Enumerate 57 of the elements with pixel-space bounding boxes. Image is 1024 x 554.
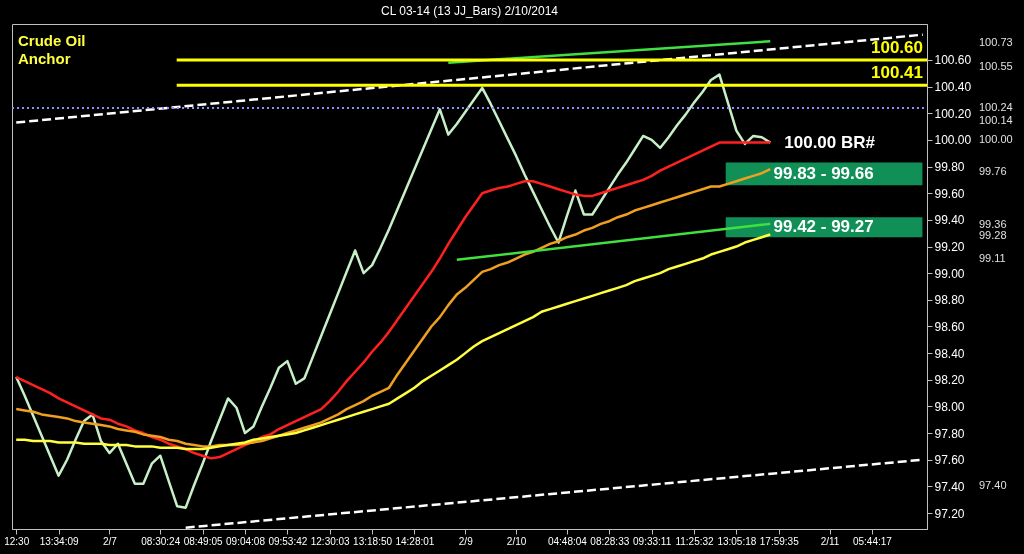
y-tick-label: 99.80 bbox=[934, 160, 965, 175]
text: 99.11 bbox=[979, 251, 1006, 264]
ref-line-label: 100.41 bbox=[871, 63, 923, 83]
x-tick-label: 2/7 bbox=[102, 535, 118, 547]
x-tick-label: 09:33:11 bbox=[633, 535, 672, 547]
text: 97.40 bbox=[979, 479, 1007, 492]
y-tick-label: 100.60 bbox=[934, 53, 972, 68]
y-tick-label: 98.20 bbox=[934, 373, 965, 388]
y-tick-label: 100.40 bbox=[934, 80, 972, 95]
y-tick-label: 99.20 bbox=[934, 240, 965, 255]
x-tick-label: 13:05:18 bbox=[717, 535, 757, 547]
y-tick-label: 97.40 bbox=[934, 479, 965, 494]
text: 100.14 bbox=[979, 114, 1013, 127]
annotation: Crude Oil Anchor bbox=[18, 32, 86, 67]
y-tick-label: 98.40 bbox=[934, 346, 965, 361]
annotation: 100.00 BR# bbox=[784, 132, 876, 152]
chart-title: CL 03-14 (13 JJ_Bars) 2/10/2014 bbox=[381, 4, 559, 18]
x-tick-label: 14:28:01 bbox=[395, 535, 435, 547]
y-tick-label: 100.20 bbox=[934, 106, 972, 121]
band-label: 99.42 - 99.27 bbox=[773, 217, 874, 237]
x-tick-label: 13:34:09 bbox=[39, 535, 79, 547]
text: 100.73 bbox=[979, 35, 1013, 48]
x-tick-label: 12:30 bbox=[4, 535, 30, 547]
y-tick-label: 99.00 bbox=[934, 266, 965, 281]
text: 100.55 bbox=[979, 59, 1013, 72]
y-tick-label: 100.00 bbox=[934, 133, 972, 148]
y-tick-label: 98.00 bbox=[934, 399, 965, 414]
ref-line-label: 100.60 bbox=[871, 37, 923, 57]
x-tick-label: 04:48:04 bbox=[547, 535, 588, 547]
x-tick-label: 08:30:24 bbox=[141, 535, 181, 547]
x-tick-label: 17:59:35 bbox=[759, 535, 800, 547]
text: 99.76 bbox=[979, 164, 1007, 177]
x-tick-label: 08:49:05 bbox=[183, 535, 224, 547]
text: 99.36 bbox=[979, 218, 1007, 231]
x-tick-label: 08:28:33 bbox=[590, 535, 630, 547]
x-tick-label: 13:18:50 bbox=[353, 535, 393, 547]
y-tick-label: 99.40 bbox=[934, 213, 965, 228]
x-tick-label: 2/11 bbox=[820, 535, 840, 547]
x-tick-label: 2/10 bbox=[506, 535, 527, 547]
text: 99.28 bbox=[979, 228, 1007, 241]
x-tick-label: 12:30:03 bbox=[310, 535, 351, 547]
x-tick-label: 2/9 bbox=[458, 535, 474, 547]
line-series bbox=[14, 73, 772, 509]
x-tick-label: 09:53:42 bbox=[268, 535, 308, 547]
line-series bbox=[14, 233, 772, 451]
band-label: 99.83 - 99.66 bbox=[773, 163, 874, 183]
text: 100.00 bbox=[979, 132, 1013, 145]
x-tick-label: 05:44:17 bbox=[852, 535, 893, 547]
text: 100.24 bbox=[979, 100, 1013, 113]
y-tick-label: 99.60 bbox=[934, 186, 965, 201]
y-tick-label: 97.20 bbox=[934, 506, 965, 521]
x-tick-label: 09:04:08 bbox=[226, 535, 266, 547]
y-tick-label: 97.60 bbox=[934, 453, 965, 468]
y-tick-label: 98.80 bbox=[934, 293, 965, 308]
y-tick-label: 98.60 bbox=[934, 319, 965, 334]
x-tick-label: 11:25:32 bbox=[675, 535, 715, 547]
y-tick-label: 97.80 bbox=[934, 426, 965, 441]
